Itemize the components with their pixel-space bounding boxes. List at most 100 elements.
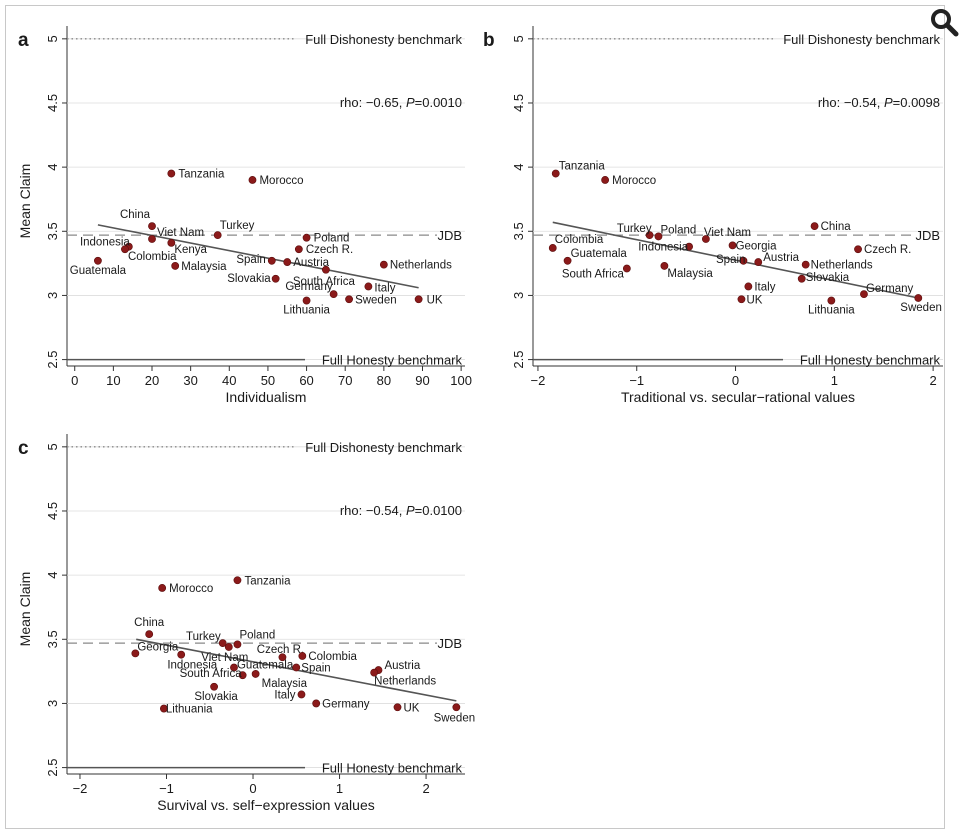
data-point bbox=[167, 169, 176, 178]
dishonesty-benchmark-label: Full Dishonesty benchmark bbox=[305, 440, 462, 455]
y-tick-label: 4.5 bbox=[45, 502, 60, 520]
point-label: South Africa bbox=[293, 276, 356, 288]
point-label: Morocco bbox=[169, 583, 213, 595]
data-point bbox=[739, 256, 748, 265]
point-label: Italy bbox=[274, 689, 295, 701]
stat-rho: rho: −0.65, bbox=[340, 95, 406, 110]
point-label: Spain bbox=[236, 254, 265, 266]
x-tick-label: 20 bbox=[145, 373, 159, 388]
point-label: Sweden bbox=[355, 294, 397, 306]
point-label: Germany bbox=[285, 281, 333, 293]
data-point bbox=[754, 258, 763, 266]
point-label: Viet Nam bbox=[704, 227, 751, 239]
point-label: Tanzania bbox=[178, 169, 225, 181]
chart-panel-c: c 2.5 3 3.5 4 4.5 5 −2 −1 0 1 2 Survival vs. self−ex… bbox=[17, 434, 476, 813]
data-point bbox=[283, 258, 292, 266]
data-point bbox=[563, 256, 572, 265]
y-tick-label: 5 bbox=[45, 35, 60, 42]
y-tick-label: 4.5 bbox=[511, 94, 526, 112]
data-point bbox=[685, 242, 693, 251]
data-point bbox=[148, 235, 156, 243]
data-point bbox=[233, 640, 242, 649]
point-label: Sweden bbox=[434, 712, 476, 724]
y-tick-label: 4 bbox=[45, 572, 60, 579]
point-label: China bbox=[821, 221, 852, 233]
data-point bbox=[854, 245, 862, 254]
data-point bbox=[660, 262, 669, 270]
point-label: Georgia bbox=[736, 240, 778, 252]
data-point bbox=[302, 233, 311, 242]
point-label: Czech R. bbox=[257, 644, 304, 656]
x-tick-label: −2 bbox=[531, 373, 546, 388]
dishonesty-benchmark-label: Full Dishonesty benchmark bbox=[783, 32, 940, 47]
honesty-benchmark-label: Full Honesty benchmark bbox=[800, 353, 941, 368]
y-tick-label: 3 bbox=[45, 700, 60, 707]
point-label: Spain bbox=[716, 254, 745, 266]
jdb-label: JDB bbox=[437, 228, 462, 243]
data-point bbox=[548, 244, 557, 252]
y-axis-label: Mean Claim bbox=[17, 164, 33, 239]
x-tick-label: 2 bbox=[930, 373, 937, 388]
data-point bbox=[213, 231, 222, 240]
honesty-benchmark-label: Full Honesty benchmark bbox=[322, 353, 463, 368]
point-label: Malaysia bbox=[667, 268, 713, 280]
data-point bbox=[267, 256, 276, 265]
data-point bbox=[302, 296, 311, 305]
point-label: China bbox=[120, 209, 151, 221]
point-label: Guatemala bbox=[237, 660, 294, 672]
y-tick-label: 2.5 bbox=[511, 351, 526, 369]
data-point bbox=[393, 703, 402, 712]
point-label: Tanzania bbox=[244, 575, 291, 587]
y-tick-label: 5 bbox=[511, 35, 526, 42]
chart-panel-b: b 2.5 3 3.5 4 4.5 5 −2 −1 0 1 2 Traditional vs. secu… bbox=[483, 26, 943, 405]
point-label: Lithuania bbox=[283, 305, 330, 317]
y-tick-label: 5 bbox=[45, 443, 60, 450]
data-point bbox=[131, 649, 140, 658]
data-point bbox=[801, 260, 810, 269]
point-label: Lithuania bbox=[166, 704, 213, 716]
stat-p-symbol: P bbox=[884, 95, 893, 110]
data-point bbox=[312, 699, 321, 708]
data-point bbox=[210, 682, 218, 691]
data-point bbox=[224, 643, 233, 651]
point-label: Austria bbox=[763, 252, 799, 264]
data-point bbox=[148, 222, 156, 231]
point-label: UK bbox=[746, 294, 762, 306]
data-point bbox=[379, 260, 388, 269]
data-point bbox=[914, 294, 923, 302]
stat-p-symbol: P bbox=[406, 95, 415, 110]
x-tick-label: 10 bbox=[106, 373, 120, 388]
stat-p-value: =0.0100 bbox=[415, 503, 462, 518]
data-point bbox=[248, 176, 257, 184]
y-tick-label: 3 bbox=[511, 292, 526, 299]
point-label: Italy bbox=[374, 282, 395, 294]
y-tick-label: 2.5 bbox=[45, 759, 60, 777]
data-point bbox=[94, 256, 102, 265]
data-point bbox=[645, 231, 654, 240]
point-label: Colombia bbox=[128, 251, 177, 263]
data-point bbox=[329, 290, 338, 299]
magnifier-icon[interactable] bbox=[928, 6, 960, 38]
y-tick-label: 3.5 bbox=[45, 222, 60, 240]
data-point bbox=[218, 639, 227, 648]
x-tick-label: 1 bbox=[336, 781, 343, 796]
data-point bbox=[345, 295, 353, 304]
point-label: Netherlands bbox=[390, 260, 452, 272]
point-label: Austria bbox=[384, 660, 420, 672]
correlation-stat: rho: −0.65, P=0.0010 bbox=[340, 95, 462, 110]
data-point bbox=[298, 652, 307, 660]
data-point bbox=[370, 668, 379, 677]
point-label: Netherlands bbox=[374, 676, 436, 688]
x-tick-label: −1 bbox=[629, 373, 644, 388]
data-point bbox=[167, 238, 176, 247]
data-point bbox=[797, 274, 806, 283]
data-point bbox=[860, 290, 868, 299]
data-point bbox=[278, 653, 287, 662]
x-tick-label: −1 bbox=[159, 781, 174, 796]
point-label: Morocco bbox=[612, 175, 656, 187]
x-tick-label: 30 bbox=[183, 373, 197, 388]
point-label: Morocco bbox=[259, 175, 303, 187]
x-axis-label: Survival vs. self−expression values bbox=[157, 797, 375, 813]
y-tick-label: 3 bbox=[45, 292, 60, 299]
data-point bbox=[158, 584, 167, 592]
